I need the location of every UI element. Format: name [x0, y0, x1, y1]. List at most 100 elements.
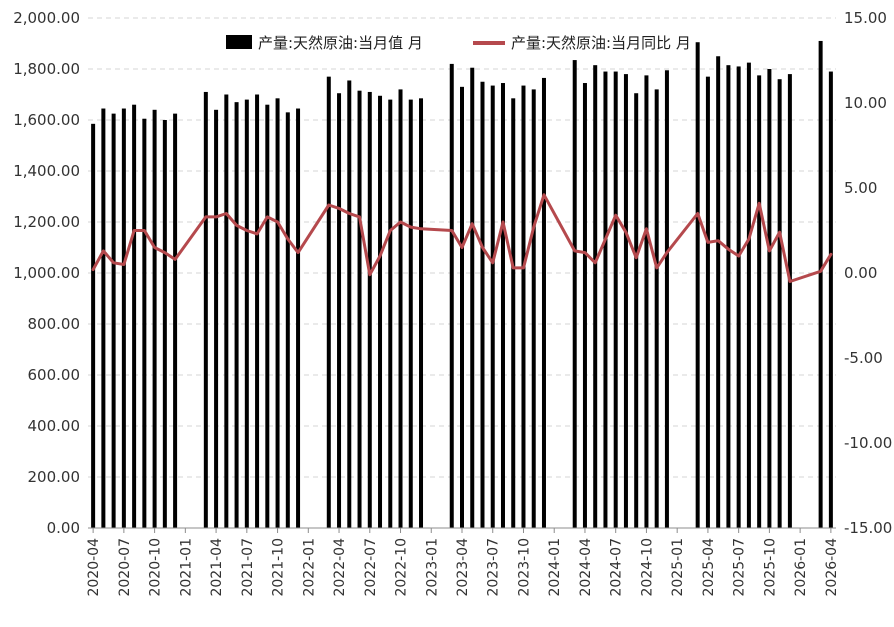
bar	[275, 98, 280, 528]
bar	[285, 112, 290, 528]
x-tick-label: 2021-01	[178, 538, 194, 597]
bar	[111, 113, 116, 528]
x-tick-label: 2022-10	[394, 538, 410, 597]
bar	[541, 77, 546, 529]
axes: 0.00 200.00 400.00 600.00 800.00 1,000.00 1,20…	[13, 9, 892, 597]
bar	[224, 94, 229, 528]
bar	[705, 76, 710, 529]
bar	[603, 71, 608, 529]
bar	[470, 67, 475, 528]
bar	[398, 89, 403, 529]
x-tick-label: 2020-04	[86, 538, 102, 597]
bar	[173, 113, 178, 528]
bar	[500, 83, 505, 529]
bar	[388, 99, 393, 528]
bar	[162, 120, 167, 528]
bar	[142, 118, 147, 528]
y-right-tick-label: 5.00	[844, 179, 877, 197]
x-tick-label: 2020-10	[148, 538, 164, 597]
y-right-tick-label: -5.00	[844, 349, 883, 367]
yoy-line	[91, 193, 833, 283]
bar	[757, 75, 762, 528]
legend: 产量:天然原油:当月值 月 产量:天然原油:当月同比 月	[226, 34, 691, 52]
bar	[828, 71, 833, 529]
x-tick-label: 2023-07	[486, 538, 502, 597]
x-tick-label: 2024-07	[609, 538, 625, 597]
x-tick-label: 2025-10	[762, 538, 778, 597]
bar	[531, 89, 536, 529]
x-tick-label: 2023-04	[455, 538, 471, 597]
bar	[460, 86, 464, 528]
y-left-tick-label: 1,800.00	[13, 60, 80, 78]
x-tick-label: 2022-04	[332, 538, 348, 597]
bar	[613, 71, 618, 529]
x-tick-label: 2025-07	[732, 538, 748, 597]
legend-bar-swatch	[226, 35, 252, 49]
bar	[255, 94, 260, 528]
line-series	[91, 193, 833, 283]
bar-series	[91, 40, 833, 529]
x-tick-label: 2021-04	[209, 538, 225, 597]
x-tick-label: 2026-01	[793, 538, 809, 597]
y-left-tick-label: 600.00	[28, 366, 81, 384]
x-tick-label: 2020-07	[117, 538, 133, 597]
bar	[736, 66, 741, 528]
bar	[234, 102, 239, 529]
bar	[582, 83, 587, 529]
bar	[490, 85, 495, 528]
x-tick-label: 2022-07	[363, 538, 379, 597]
bar	[511, 98, 516, 528]
y-right-tick-label: -15.00	[844, 519, 892, 537]
y-left-tick-label: 0.00	[47, 519, 80, 537]
x-tick-label: 2023-01	[424, 538, 440, 597]
bar	[419, 98, 424, 528]
y-right-tick-label: 10.00	[844, 94, 887, 112]
x-tick-label: 2021-10	[271, 538, 287, 597]
x-tick-label: 2024-10	[639, 538, 655, 597]
bar	[265, 104, 270, 528]
bar	[521, 85, 526, 528]
x-tick-label: 2024-04	[578, 538, 594, 597]
bar	[623, 74, 628, 528]
y-left-tick-label: 2,000.00	[13, 9, 80, 27]
bar	[214, 109, 219, 529]
bar	[121, 108, 126, 529]
bar	[818, 40, 823, 528]
x-tick-label: 2023-10	[516, 538, 532, 597]
legend-line-label: 产量:天然原油:当月同比 月	[511, 34, 691, 52]
y-left-tick-label: 800.00	[28, 315, 81, 333]
bar	[716, 56, 721, 528]
bar	[572, 60, 577, 528]
bar	[347, 80, 352, 528]
y-left-tick-label: 1,000.00	[13, 264, 80, 282]
x-tick-label: 2025-04	[701, 538, 717, 597]
bar	[367, 91, 372, 528]
x-tick-label: 2024-01	[547, 538, 563, 597]
bar	[132, 104, 137, 528]
bar	[203, 91, 208, 528]
y-left-tick-label: 1,600.00	[13, 111, 80, 129]
x-tick-label: 2026-04	[824, 538, 840, 597]
bar	[777, 79, 782, 528]
y-right-tick-label: 15.00	[844, 9, 887, 27]
bar	[746, 62, 751, 528]
bar	[654, 89, 659, 529]
bar	[91, 123, 96, 528]
bar	[326, 76, 331, 529]
bar	[357, 90, 362, 529]
bar	[152, 109, 157, 529]
bar	[337, 93, 342, 528]
bar	[593, 65, 598, 529]
y-right-tick-label: 0.00	[844, 264, 877, 282]
y-left-tick-label: 1,400.00	[13, 162, 80, 180]
bar	[296, 108, 301, 529]
bar	[408, 99, 413, 528]
bar	[787, 74, 792, 528]
y-right-tick-label: -10.00	[844, 434, 892, 452]
bar	[480, 81, 485, 528]
x-tick-label: 2021-07	[240, 538, 256, 597]
bar	[378, 95, 383, 529]
y-left-tick-label: 1,200.00	[13, 213, 80, 231]
bar	[767, 69, 772, 528]
